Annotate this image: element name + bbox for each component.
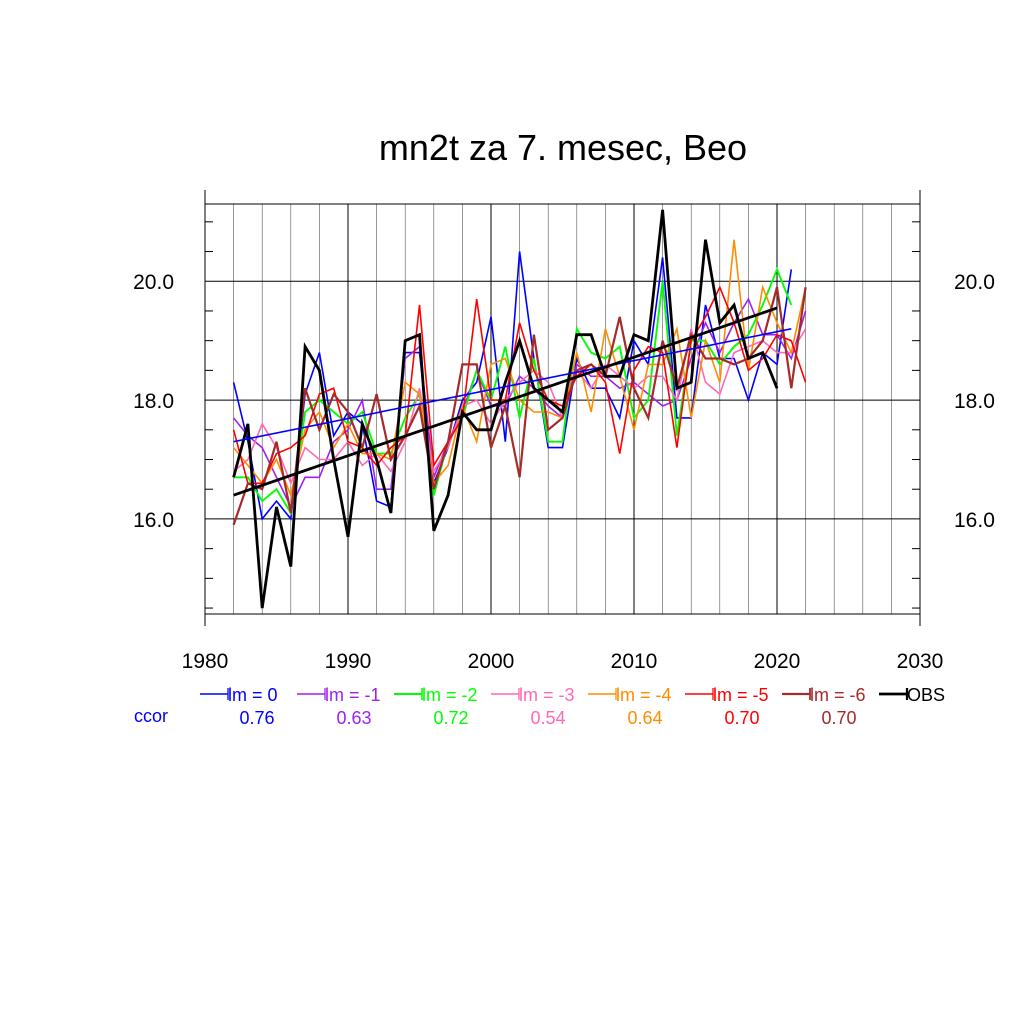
legend-label-2: lm = -2: [422, 685, 478, 705]
y-tick-label-left: 18.0: [133, 390, 174, 413]
legend-ccor-value-3: 0.54: [530, 708, 565, 728]
legend-ccor-value-4: 0.64: [627, 708, 662, 728]
legend-ccor-value-0: 0.76: [239, 708, 274, 728]
ccor-label: ccor: [134, 706, 168, 726]
y-tick-label-right: 20.0: [954, 271, 995, 294]
x-tick-label: 2010: [611, 650, 658, 673]
legend-label-4: lm = -4: [616, 685, 672, 705]
series-line-lm-3: [233, 328, 807, 486]
legend-label-1: lm = -1: [325, 685, 381, 705]
legend-label-5: lm = -5: [713, 685, 769, 705]
series-line-lm-2: [233, 266, 793, 516]
series-line-lm-0: [232, 251, 793, 521]
trend-obs-line: [233, 306, 778, 497]
x-tick-label: 2030: [897, 650, 944, 673]
trend-lm0-line: [233, 327, 792, 443]
legend-label-0: lm = 0: [228, 685, 278, 705]
legend-ccor-value-2: 0.72: [433, 708, 468, 728]
x-tick-label: 2000: [468, 650, 515, 673]
x-tick-label: 1980: [182, 650, 229, 673]
y-tick-label-right: 16.0: [954, 509, 995, 532]
legend-label-3: lm = -3: [519, 685, 575, 705]
legend-ccor-value-6: 0.70: [821, 708, 856, 728]
y-tick-label-right: 18.0: [954, 390, 995, 413]
y-tick-label-left: 16.0: [133, 509, 174, 532]
legend-ccor-value-1: 0.63: [336, 708, 371, 728]
y-tick-label-left: 20.0: [133, 271, 174, 294]
axis-labels: 1980 1990 2000 2010 2020 2030 16.0 16.0 18.0 18.0…: [133, 271, 995, 673]
series-lines: [232, 209, 807, 609]
x-tick-label: 2020: [754, 650, 801, 673]
series-line-lm-1: [232, 297, 807, 509]
legend-label-6: lm = -6: [810, 685, 866, 705]
x-tick-label: 1990: [325, 650, 372, 673]
legend-label-7: OBS: [907, 685, 945, 705]
chart-title: mn2t za 7. mesec, Beo: [379, 127, 747, 168]
series-line-obs: [232, 209, 779, 609]
legend-ccor-value-5: 0.70: [724, 708, 759, 728]
series-line-lm-5: [232, 285, 807, 485]
grid-lines: [204, 204, 921, 614]
series-line-lm-6: [232, 286, 807, 526]
plot-frame: [204, 190, 921, 626]
legend: lm = 0 0.76 lm = -1 0.63 lm = -2 0.72 lm = -3 0…: [134, 685, 945, 728]
